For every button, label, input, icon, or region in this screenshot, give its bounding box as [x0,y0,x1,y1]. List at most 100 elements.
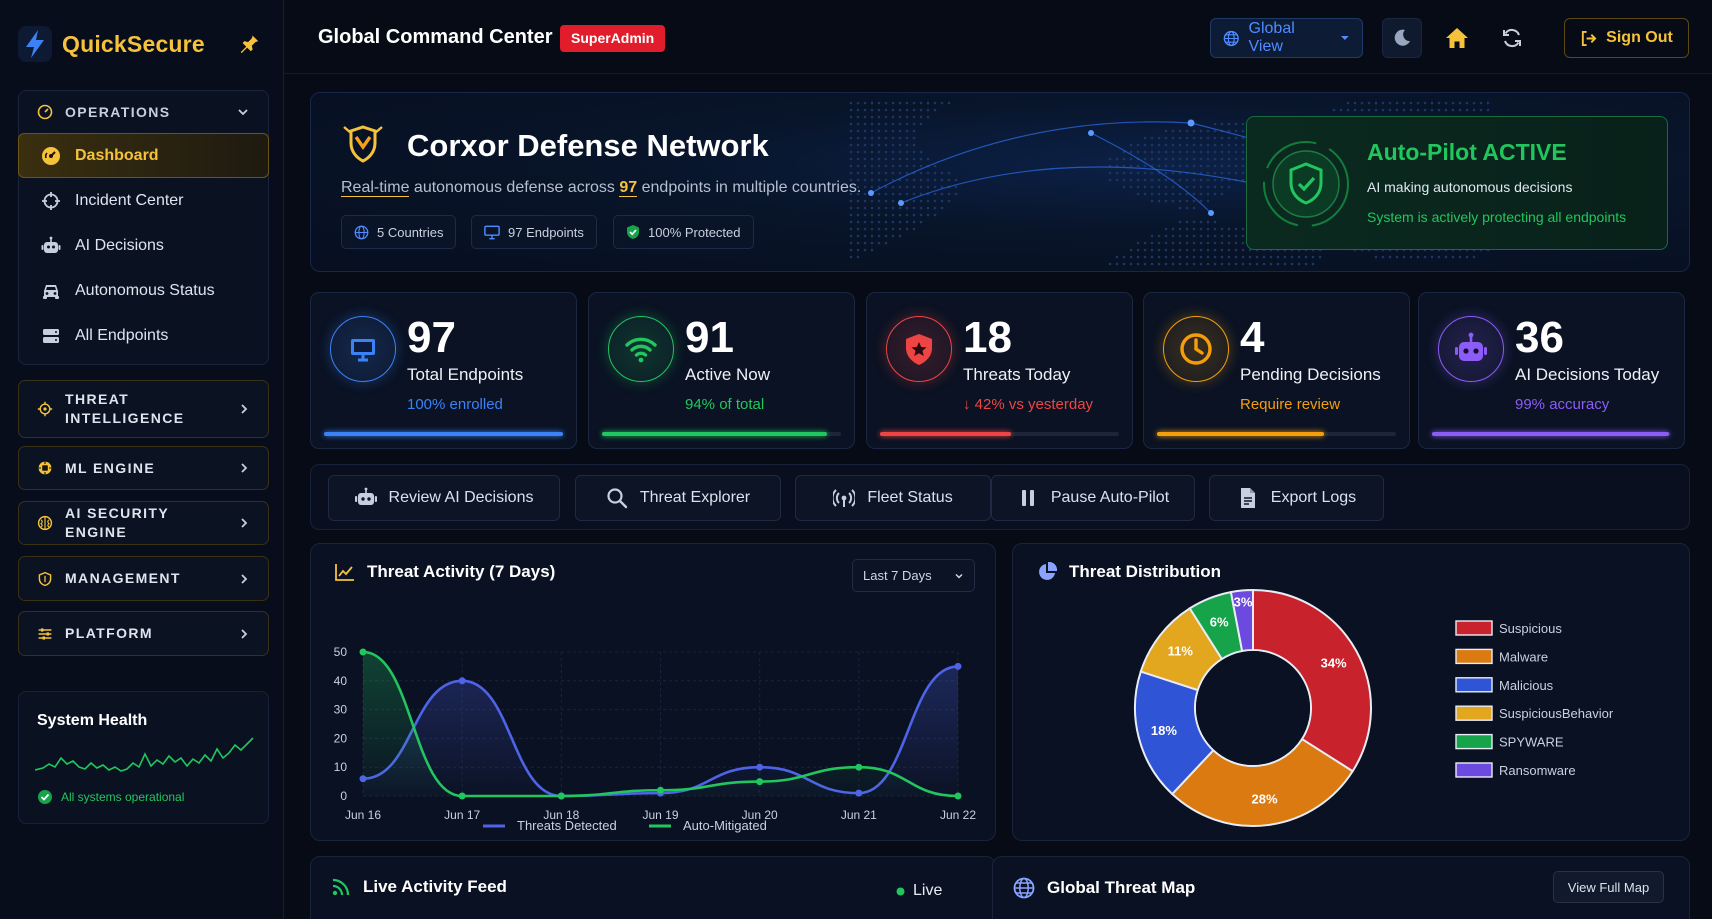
sign-out-button[interactable]: Sign Out [1564,18,1689,58]
defense-network-banner: Corxor Defense Network Real-time autonom… [310,92,1690,272]
map-dot [1192,157,1196,161]
map-dot [849,192,853,196]
map-dot [870,206,874,210]
map-dot [1465,101,1469,105]
map-dot [849,115,853,119]
sidebar-item-ai-decisions[interactable]: AI Decisions [19,223,268,268]
sidebar-item-all-endpoints[interactable]: All Endpoints [19,313,268,358]
global-view-select[interactable]: Global View [1210,18,1363,58]
map-dot [1234,171,1238,175]
stat-card-total-endpoints[interactable]: 97 Total Endpoints 100% enrolled [310,292,577,449]
sidebar-section-ai-security-engine[interactable]: AI SECURITY ENGINE [18,501,269,545]
map-dot [1171,227,1175,231]
robot-icon [354,487,377,505]
stat-card-threats-today[interactable]: 18 Threats Today ↓ 42% vs yesterday [866,292,1133,449]
map-dot [1311,255,1315,259]
map-dot [933,164,937,168]
map-dot [905,206,909,210]
map-dot [1192,220,1196,224]
shield-check-icon [627,225,639,239]
map-dot [856,143,860,147]
data-point[interactable] [756,763,764,771]
stat-progress-track [880,432,1119,436]
map-dot [912,115,916,119]
pin-icon[interactable] [238,32,260,54]
pie-slice-ransomware[interactable] [1229,588,1254,653]
map-dot [1171,164,1175,168]
map-dot [863,143,867,147]
map-dot [1423,101,1427,105]
action-fleet-status-button[interactable]: Fleet Status [795,475,991,521]
data-point[interactable] [954,792,962,800]
map-dot [870,241,874,245]
action-export-logs-button[interactable]: Export Logs [1209,475,1384,521]
map-dot [891,227,895,231]
map-dot [912,143,916,147]
map-dot [912,220,916,224]
map-dot [1206,199,1210,203]
car-icon [43,284,59,299]
globe-icon [354,225,369,239]
map-dot [912,101,916,105]
map-dot [870,248,874,252]
stat-card-pending-decisions[interactable]: 4 Pending Decisions Require review [1143,292,1410,449]
map-dot [1171,248,1175,252]
chevron-right-icon [241,404,248,414]
map-dot [870,143,874,147]
pie-slice-suspicious[interactable] [1252,588,1372,773]
map-dot [919,206,923,210]
map-dot [1164,185,1168,189]
map-dot [1115,178,1119,182]
slice-label: 3% [1234,594,1253,609]
data-point[interactable] [458,792,466,800]
stat-subtext: Require review [1240,396,1341,413]
brand[interactable]: QuickSecure [18,26,205,62]
data-point[interactable] [458,677,466,685]
health-status-text: All systems operational [61,790,185,804]
map-dot [877,220,881,224]
map-dot [1220,150,1224,154]
map-dot [884,136,888,140]
map-dot [870,171,874,175]
action-threat-explorer-button[interactable]: Threat Explorer [575,475,781,521]
sidebar-section-threat-intelligence[interactable]: THREAT INTELLIGENCE [18,380,269,438]
sidebar-section-ml-engine[interactable]: ML ENGINE [18,446,269,490]
map-dot [1129,178,1133,182]
stat-card-ai-decisions-today[interactable]: 36 AI Decisions Today 99% accuracy [1418,292,1685,449]
data-point[interactable] [756,778,764,786]
sidebar-item-incident-center[interactable]: Incident Center [19,178,268,223]
pie-slice-malware[interactable] [1170,737,1355,827]
map-dot [884,241,888,245]
theme-toggle-button[interactable] [1382,18,1422,58]
sidebar-section-management[interactable]: MANAGEMENT [18,556,269,601]
home-button[interactable] [1437,18,1477,58]
data-point[interactable] [954,662,962,670]
view-full-map-button[interactable]: View Full Map [1553,871,1664,903]
sidebar-item-autonomous-status[interactable]: Autonomous Status [19,268,268,313]
refresh-button[interactable] [1492,18,1532,58]
autopilot-status-card: Auto-Pilot ACTIVE AI making autonomous d… [1246,116,1668,250]
map-dot [1143,150,1147,154]
map-dot [1171,136,1175,140]
map-dot [1136,171,1140,175]
sidebar-section-platform[interactable]: PLATFORM [18,611,269,656]
data-point[interactable] [855,763,863,771]
data-point[interactable] [557,792,565,800]
action-review-ai-decisions-button[interactable]: Review AI Decisions [328,475,560,521]
map-dot [1234,157,1238,161]
range-select[interactable]: Last 7 Days [852,559,975,592]
map-dot [1199,227,1203,231]
map-dot [1199,136,1203,140]
data-point[interactable] [359,648,367,656]
data-point[interactable] [657,786,664,794]
map-dot [1157,199,1161,203]
map-dot [1241,164,1245,168]
map-dot [1227,255,1231,259]
sidebar-item-dashboard[interactable]: Dashboard [18,133,269,178]
stat-card-active-now[interactable]: 91 Active Now 94% of total [588,292,855,449]
map-dot [856,241,860,245]
map-dot [1164,157,1168,161]
operations-header[interactable]: OPERATIONS [19,91,268,133]
map-dot [1157,143,1161,147]
action-pause-auto-pilot-button[interactable]: Pause Auto-Pilot [991,475,1195,521]
